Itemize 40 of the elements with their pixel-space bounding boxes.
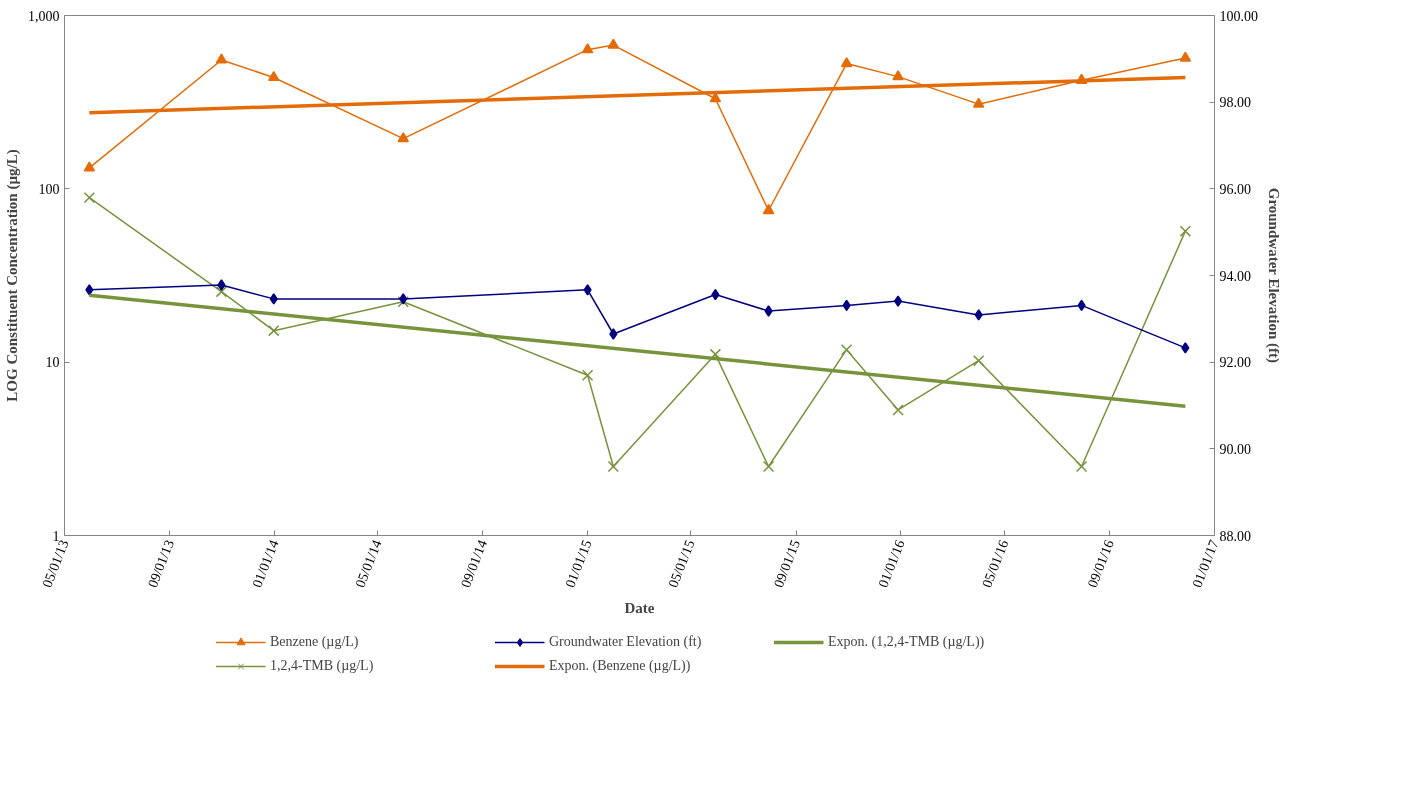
y2-tick-label: 92.00 xyxy=(1219,355,1251,371)
y2-tick-label: 96.00 xyxy=(1219,181,1251,197)
x-axis-title: Date xyxy=(624,600,655,617)
legend-label: Groundwater Elevation (ft) xyxy=(549,634,703,650)
y2-tick-label: 94.00 xyxy=(1219,268,1251,284)
point xyxy=(268,324,280,337)
point xyxy=(892,70,904,81)
legend-label: 1,2,4-TMB (µg/L) xyxy=(270,658,375,674)
point xyxy=(607,460,620,473)
point xyxy=(840,344,853,356)
y-tick-label: 10 xyxy=(45,355,60,371)
legend-label: Expon. (Benzene (µg/L)) xyxy=(549,658,692,674)
y2-axis-title: Groundwater Elevation (ft) xyxy=(1265,187,1282,364)
point xyxy=(215,53,228,64)
legend-label: Benzene (µg/L) xyxy=(270,634,360,650)
point xyxy=(972,97,985,108)
point xyxy=(972,354,985,367)
legend-label: Expon. (1,2,4-TMB (µg/L)) xyxy=(828,634,986,650)
point xyxy=(83,191,96,204)
point xyxy=(397,132,409,143)
y-tick-label: 1,000 xyxy=(28,8,60,24)
y2-tick-label: 90.00 xyxy=(1219,441,1251,457)
point xyxy=(581,369,594,381)
point xyxy=(840,57,853,68)
y2-tick-label: 98.00 xyxy=(1219,95,1251,111)
point xyxy=(215,286,228,298)
point xyxy=(1179,225,1192,237)
point xyxy=(268,70,280,82)
y2-tick-label: 88.00 xyxy=(1219,528,1251,544)
point xyxy=(581,43,594,54)
point xyxy=(607,38,620,49)
y-axis-title: LOG Constituent Concentration (µg/L) xyxy=(4,149,21,402)
point xyxy=(762,203,775,215)
y-tick-label: 100 xyxy=(38,181,60,197)
y2-tick-label: 100.00 xyxy=(1219,8,1258,24)
point xyxy=(1179,51,1192,62)
point xyxy=(83,161,96,172)
point xyxy=(1075,460,1088,473)
point xyxy=(892,404,904,416)
point xyxy=(762,460,775,473)
